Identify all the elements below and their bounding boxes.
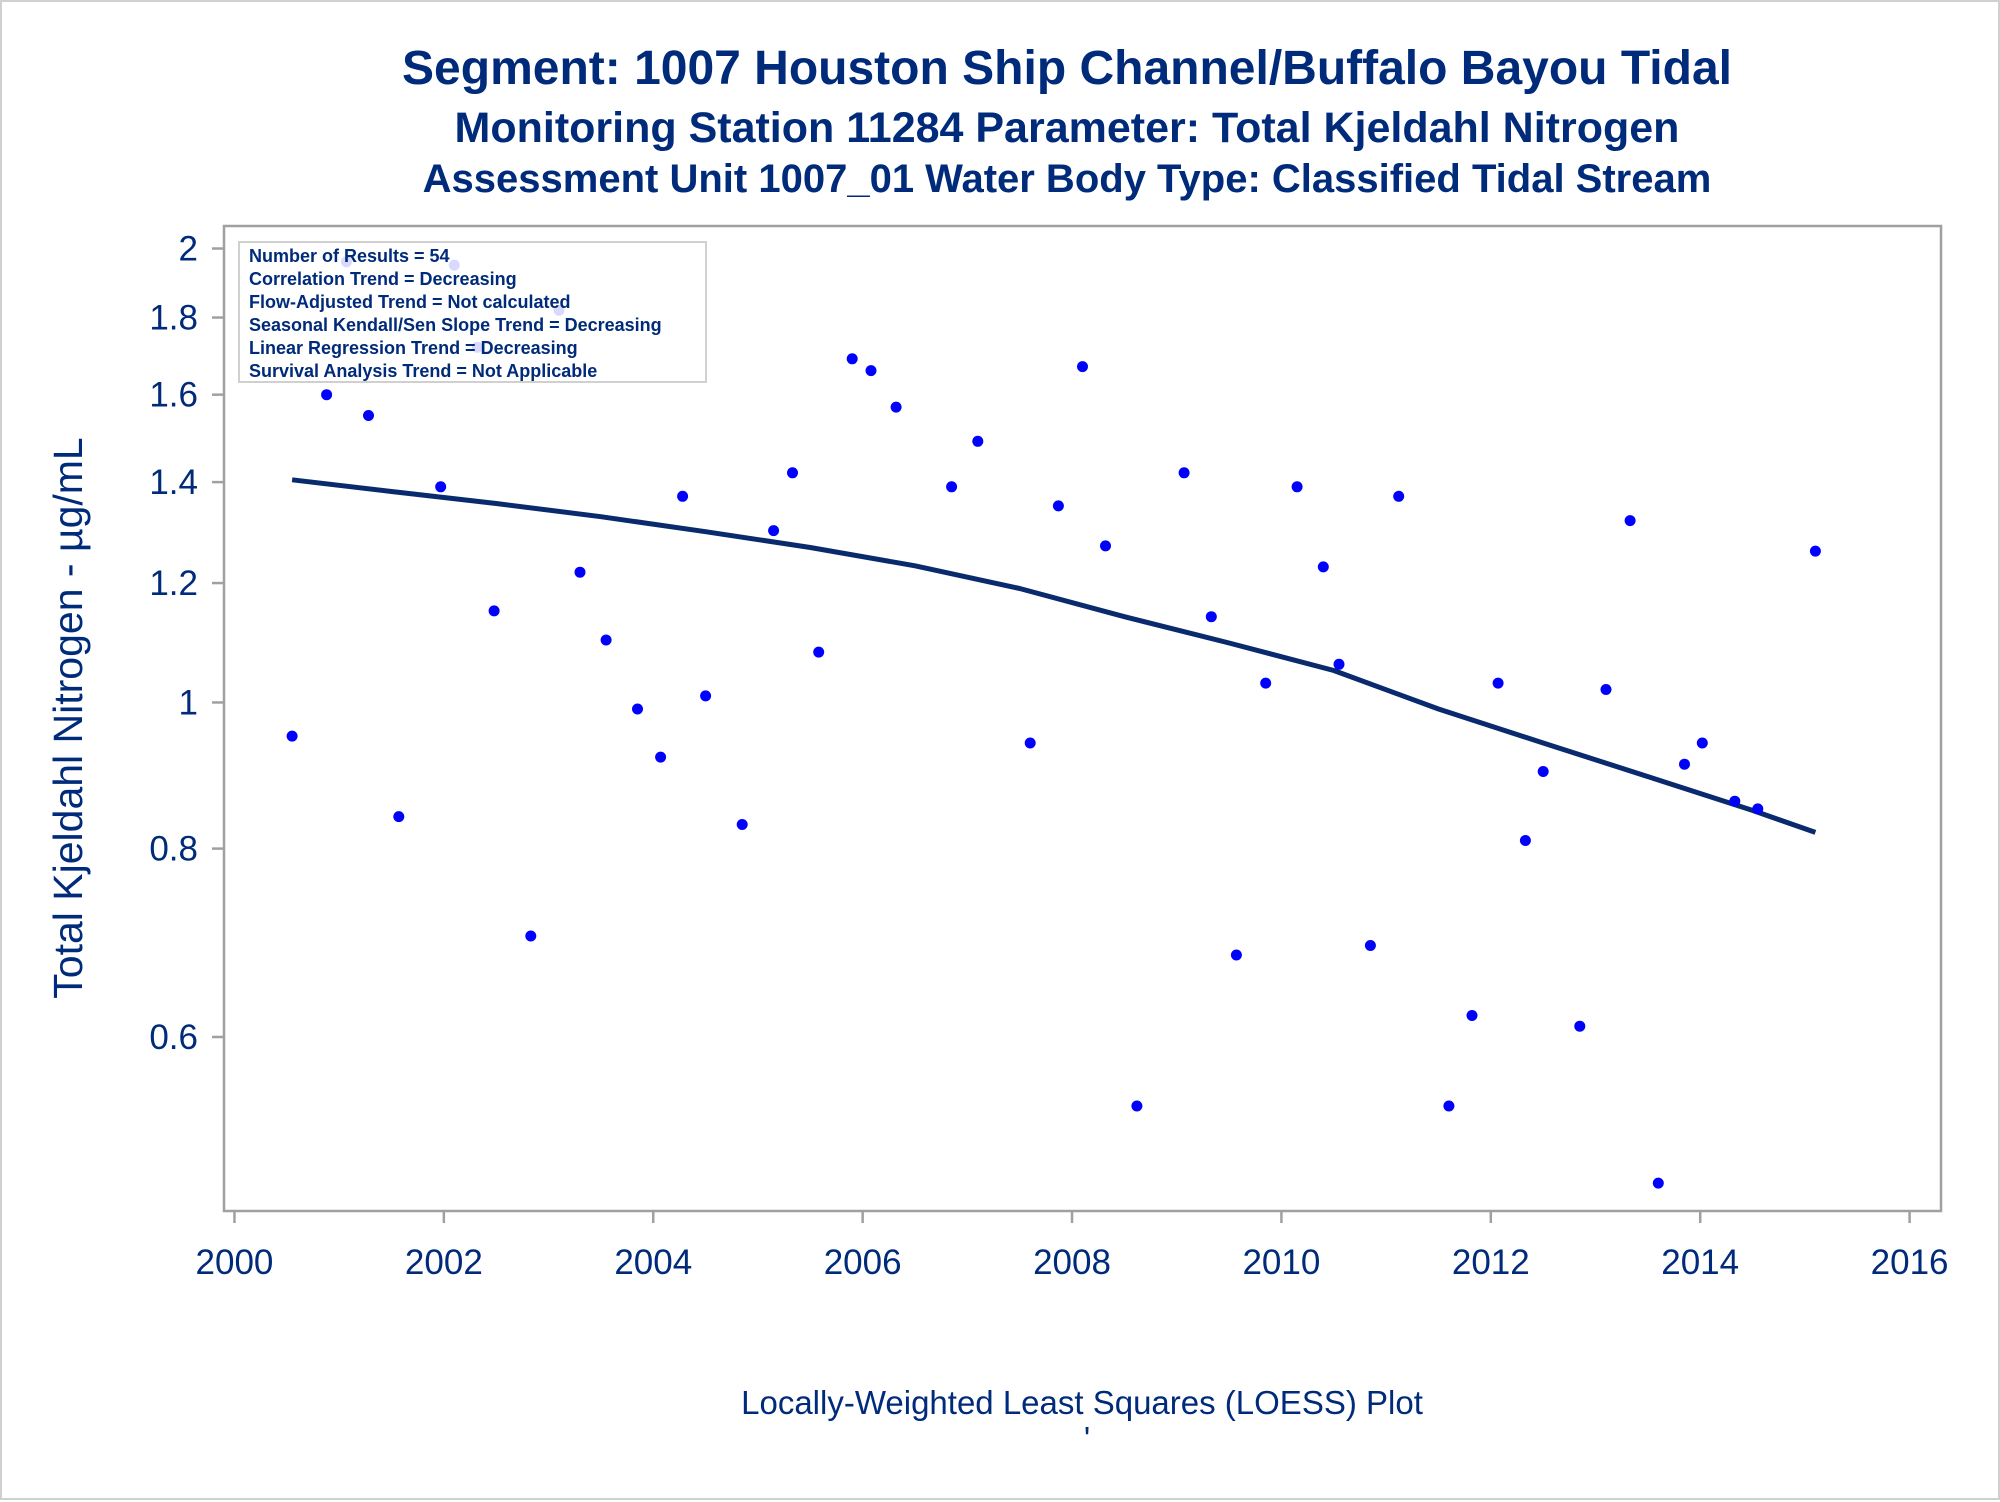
x-tick-label: 2016 — [1871, 1243, 1949, 1282]
data-point — [321, 389, 333, 401]
data-point — [1260, 677, 1272, 689]
data-point — [632, 703, 643, 715]
data-point — [1624, 515, 1636, 527]
data-point — [600, 634, 612, 646]
data-point — [1443, 1100, 1455, 1112]
y-axis: 0.6 0.8 1 1.2 1.4 1.6 1.8 2 — [149, 230, 224, 1057]
y-tick-label: 1.8 — [149, 299, 198, 338]
x-tick-label: 2004 — [614, 1243, 692, 1282]
stats-line: Seasonal Kendall/Sen Slope Trend = Decre… — [249, 315, 662, 335]
chart-subtitle-2: Assessment Unit 1007_01 Water Body Type:… — [423, 157, 1712, 201]
data-point — [1809, 545, 1821, 557]
data-point — [677, 490, 689, 502]
data-point — [1024, 737, 1036, 749]
x-tick-label: 2010 — [1242, 1243, 1320, 1282]
data-point — [574, 566, 586, 578]
loess-series — [291, 477, 1817, 835]
y-tick-label: 0.8 — [149, 830, 198, 869]
data-point — [1364, 940, 1376, 951]
data-point — [1333, 658, 1345, 670]
x-tick-label: 2002 — [405, 1243, 483, 1282]
data-point — [700, 690, 712, 702]
data-point — [1100, 540, 1111, 552]
stats-line: Flow-Adjusted Trend = Not calculated — [249, 292, 571, 312]
data-point — [787, 467, 798, 479]
x-tick-label: 2014 — [1661, 1243, 1739, 1282]
data-point — [1519, 835, 1531, 846]
data-point — [1205, 611, 1217, 623]
y-tick-label: 1 — [179, 683, 198, 722]
stats-legend-box — [238, 241, 707, 383]
footnote-mark: ' — [1084, 1420, 1090, 1457]
data-point — [1696, 737, 1708, 749]
stats-line: Number of Results = 54 — [249, 246, 450, 266]
data-point — [488, 605, 500, 617]
data-point — [1729, 795, 1741, 807]
data-point — [435, 481, 447, 493]
data-point — [890, 401, 902, 413]
x-tick-label: 2008 — [1033, 1243, 1111, 1282]
y-tick-label: 2 — [179, 230, 198, 269]
data-point — [363, 410, 374, 421]
data-point — [1393, 490, 1405, 502]
y-tick-label: 1.6 — [149, 376, 198, 415]
data-point — [736, 819, 748, 830]
y-tick-label: 1.2 — [149, 564, 198, 603]
x-tick-label: 2006 — [824, 1243, 902, 1282]
data-point — [1178, 467, 1190, 479]
data-point — [865, 365, 877, 377]
data-point — [1052, 500, 1064, 512]
loess-line — [291, 477, 1817, 835]
x-tick-label: 2012 — [1452, 1243, 1530, 1282]
y-tick-label: 0.6 — [149, 1018, 198, 1057]
stats-legend: Number of Results = 54 Correlation Trend… — [238, 241, 707, 383]
data-point — [1574, 1020, 1586, 1032]
point-series — [286, 256, 1821, 1189]
stats-line: Correlation Trend = Decreasing — [249, 269, 517, 289]
y-tick-label: 1.4 — [149, 463, 198, 502]
data-point — [972, 435, 984, 447]
data-point — [1131, 1100, 1143, 1112]
data-point — [768, 525, 780, 537]
data-point — [286, 730, 298, 742]
data-point — [1077, 361, 1088, 373]
data-point — [1466, 1010, 1478, 1021]
data-point — [1492, 677, 1504, 689]
data-point — [1600, 684, 1612, 695]
data-point — [525, 930, 537, 942]
data-point — [1230, 949, 1242, 961]
data-point — [1752, 803, 1764, 815]
data-point — [1537, 766, 1549, 777]
data-point — [846, 353, 858, 365]
y-axis-label: Total Kjeldahl Nitrogen - µg/mL — [45, 437, 91, 998]
x-tick-label: 2000 — [196, 1243, 274, 1282]
chart-title: Segment: 1007 Houston Ship Channel/Buffa… — [402, 42, 1732, 95]
chart-subtitle: Monitoring Station 11284 Parameter: Tota… — [455, 104, 1680, 152]
data-point — [946, 481, 958, 493]
data-point — [1317, 561, 1329, 573]
plot-area — [222, 224, 1943, 1213]
data-point — [1291, 481, 1303, 493]
data-point — [813, 646, 825, 658]
data-point — [655, 751, 667, 763]
data-point — [1652, 1177, 1664, 1189]
stats-line: Survival Analysis Trend = Not Applicable — [249, 361, 597, 381]
stats-line: Linear Regression Trend = Decreasing — [249, 338, 578, 358]
data-point — [393, 811, 405, 823]
footnote: Locally-Weighted Least Squares (LOESS) P… — [741, 1384, 1423, 1421]
x-axis: 2000 2002 2004 2006 2008 2010 2012 2014 2016 — [196, 1211, 1949, 1282]
data-point — [1679, 758, 1690, 770]
